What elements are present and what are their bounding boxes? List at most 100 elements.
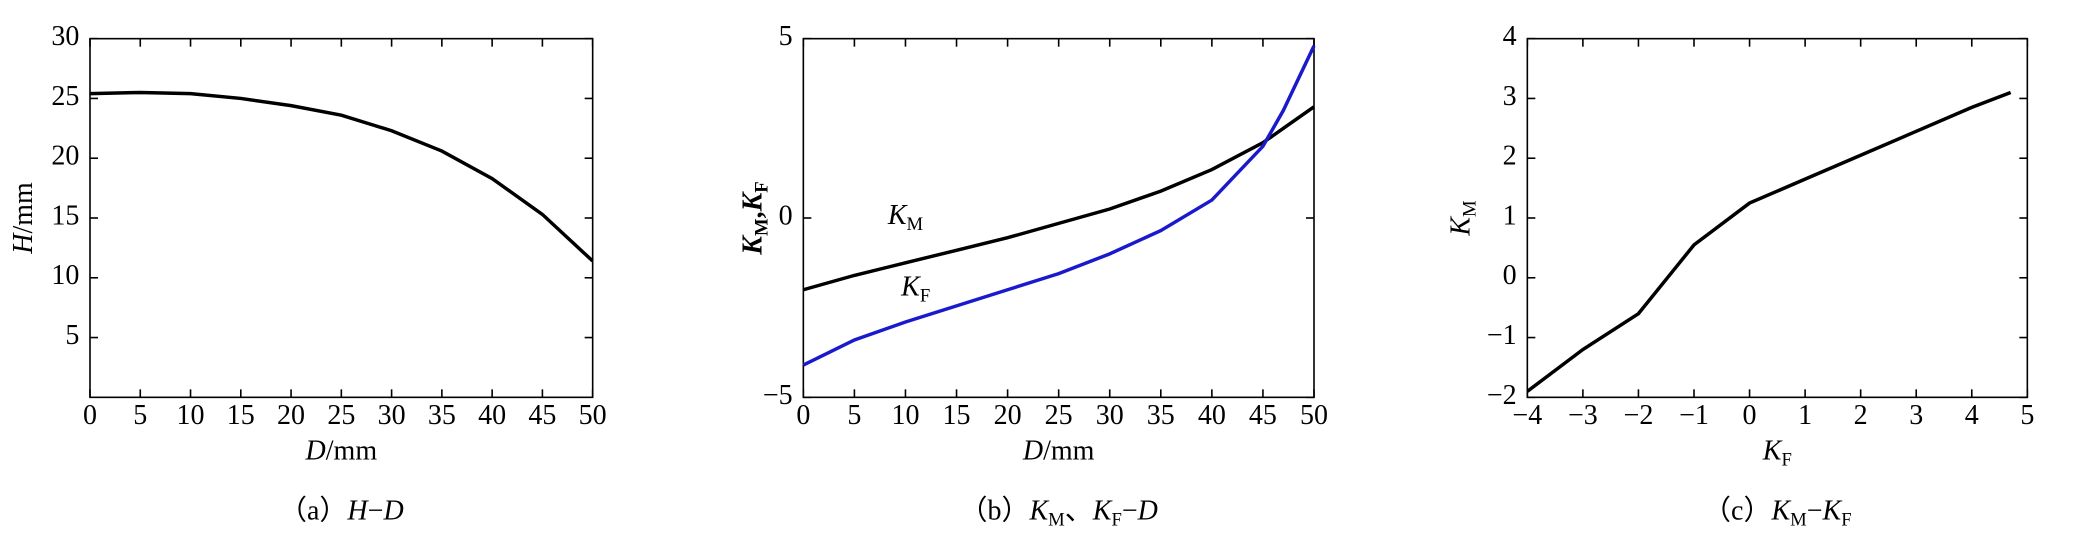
symbol: D: [1022, 436, 1043, 467]
x-tick-label: 2: [1854, 400, 1868, 431]
x-tick-label: 30: [378, 400, 406, 431]
x-tick-label: 30: [1096, 400, 1124, 431]
symbol: H: [346, 496, 369, 527]
text-part: /mm: [326, 436, 378, 467]
subscript: M: [1048, 510, 1065, 531]
symbol: K: [887, 200, 908, 231]
y-tick-label: 4: [1503, 21, 1517, 52]
x-axis-label: KF​: [1762, 436, 1792, 471]
x-tick-label: 15: [943, 400, 971, 431]
text-part: 、: [1065, 496, 1093, 527]
x-tick-label: 15: [227, 400, 255, 431]
x-tick-label: 45: [528, 400, 556, 431]
x-tick-label: 0: [83, 400, 97, 431]
data-line: [89, 90, 594, 263]
subscript: F: [1111, 510, 1121, 531]
caption-label: （c）: [1703, 495, 1771, 527]
subscript: F: [1781, 450, 1791, 471]
y-tick-label: 0: [779, 200, 793, 231]
x-tick-label: 50: [579, 400, 607, 431]
subscript: M: [1460, 200, 1481, 217]
caption: （b）KM​、KF​−D: [959, 495, 1157, 531]
x-tick-label: 5: [847, 400, 861, 431]
data-line: [802, 105, 1315, 292]
symbol: K: [1028, 496, 1049, 527]
symbol: K: [1446, 216, 1477, 237]
x-tick-label: 5: [133, 400, 147, 431]
x-tick-label: −3: [1568, 400, 1598, 431]
symbol: D: [1137, 496, 1158, 527]
y-axis-label: KM​,KF​: [738, 181, 773, 255]
subscript: M: [907, 214, 924, 235]
x-tick-label: 1: [1798, 400, 1812, 431]
symbol: K: [1762, 436, 1783, 467]
text-part: −: [1807, 496, 1823, 527]
subscript: F: [752, 181, 773, 192]
y-tick-label: 20: [51, 141, 79, 172]
x-tick-label: 25: [1045, 400, 1073, 431]
x-tick-label: 25: [327, 400, 355, 431]
subscript: M: [1790, 510, 1807, 531]
x-tick-label: 35: [428, 400, 456, 431]
annotation: KF​: [900, 272, 930, 307]
data-line: [802, 45, 1316, 367]
caption-label: （b）: [959, 495, 1029, 527]
symbol: K: [1092, 496, 1113, 527]
caption: （c）KM​−KF​: [1703, 495, 1852, 531]
x-tick-label: 3: [1909, 400, 1923, 431]
annotation: KM​: [887, 200, 924, 235]
x-tick-label: 10: [891, 400, 919, 431]
text-part: /mm: [8, 182, 39, 234]
y-tick-label: −2: [1487, 380, 1517, 411]
text-part: /mm: [1043, 436, 1095, 467]
x-tick-label: 40: [478, 400, 506, 431]
x-tick-label: 10: [177, 400, 205, 431]
x-tick-label: 5: [2020, 400, 2034, 431]
x-tick-label: 0: [796, 400, 810, 431]
subscript: M: [752, 218, 773, 236]
y-tick-label: 0: [1503, 260, 1517, 291]
x-tick-label: −2: [1624, 400, 1654, 431]
subscript: F: [1841, 510, 1851, 531]
symbol: K: [1770, 496, 1791, 527]
x-axis-label: D/mm: [305, 436, 378, 467]
x-tick-label: −4: [1512, 400, 1542, 431]
symbol: K: [1822, 496, 1843, 527]
y-tick-label: 15: [51, 200, 79, 231]
plot-area: [1526, 37, 2029, 399]
x-tick-label: 20: [994, 400, 1022, 431]
caption: （a）H−D: [279, 495, 404, 527]
text-part: −: [368, 496, 384, 527]
text-part: ,: [738, 211, 769, 218]
x-tick-label: 50: [1300, 400, 1328, 431]
y-tick-label: −5: [763, 380, 793, 411]
y-tick-label: −1: [1487, 320, 1517, 351]
symbol: D: [305, 436, 326, 467]
y-tick-label: 5: [779, 21, 793, 52]
x-tick-label: 40: [1198, 400, 1226, 431]
caption-label: （a）: [279, 495, 347, 527]
y-axis-label: KM​: [1446, 200, 1481, 237]
x-tick-label: 45: [1249, 400, 1277, 431]
x-tick-label: −1: [1679, 400, 1709, 431]
x-tick-label: 35: [1147, 400, 1175, 431]
y-tick-label: 3: [1503, 81, 1517, 112]
text-part: −: [1122, 496, 1138, 527]
y-tick-label: 30: [51, 21, 79, 52]
y-tick-label: 5: [65, 320, 79, 351]
data-line: [1526, 90, 2012, 393]
plot-area: [802, 37, 1315, 399]
y-tick-label: 2: [1503, 141, 1517, 172]
y-tick-label: 10: [51, 260, 79, 291]
subscript: F: [920, 286, 930, 307]
symbol: D: [382, 496, 403, 527]
y-axis-label: H/mm: [8, 182, 39, 255]
y-tick-label: 25: [51, 81, 79, 112]
symbol: K: [738, 234, 769, 256]
x-tick-label: 4: [1965, 400, 1979, 431]
symbol: K: [738, 190, 769, 212]
x-axis-label: D/mm: [1022, 436, 1095, 467]
symbol: H: [8, 232, 39, 255]
x-tick-label: 0: [1743, 400, 1757, 431]
